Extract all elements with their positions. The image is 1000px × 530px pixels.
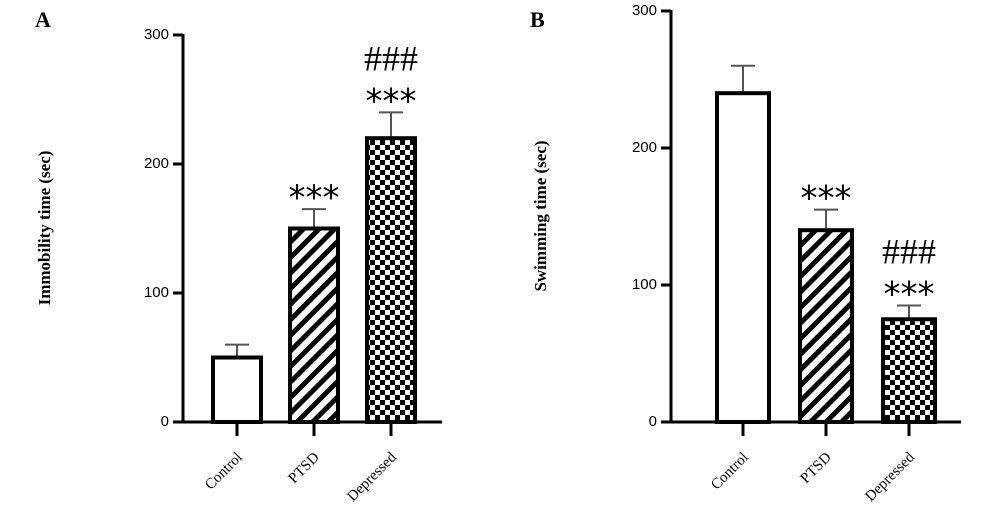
bar: [715, 91, 771, 424]
bar: [798, 228, 854, 424]
x-tick-label: Depressed: [344, 449, 400, 505]
y-axis-label: Swimming time (sec): [531, 140, 550, 291]
y-tick-label: 100: [632, 276, 657, 293]
y-axis-label: Immobility time (sec): [35, 151, 54, 306]
bar: [288, 226, 340, 424]
y-tick-label: 100: [144, 284, 169, 301]
star-significance-label: ***: [289, 178, 340, 218]
hash-significance-label: ###: [882, 232, 936, 272]
x-tick-label: PTSD: [286, 449, 323, 486]
star-significance-label: ***: [801, 179, 852, 219]
panel-b: B Swimming time (sec) 0 100 200 300 Control PTS…: [530, 2, 961, 505]
bar: [211, 355, 263, 424]
y-tick-label: 0: [649, 413, 657, 430]
y-tick-label: 300: [632, 2, 657, 19]
panel-a: A Immobility time (sec) 0 100 200 300 Control P…: [35, 7, 442, 505]
x-tick-label: Depressed: [862, 449, 918, 505]
y-tick-label: 0: [161, 413, 169, 430]
panel-letter: A: [35, 7, 51, 32]
hash-significance-label: ###: [364, 38, 418, 78]
bar: [365, 136, 417, 424]
y-tick-label: 200: [144, 155, 169, 172]
y-tick-label: 300: [144, 26, 169, 43]
x-tick-label: Control: [202, 450, 246, 494]
panel-letter: B: [530, 7, 545, 32]
star-significance-label: ***: [366, 81, 417, 121]
x-tick-label: PTSD: [798, 449, 835, 486]
y-tick-label: 200: [632, 139, 657, 156]
star-significance-label: ***: [884, 275, 935, 315]
x-tick-label: Control: [708, 450, 752, 494]
bar: [881, 317, 937, 424]
